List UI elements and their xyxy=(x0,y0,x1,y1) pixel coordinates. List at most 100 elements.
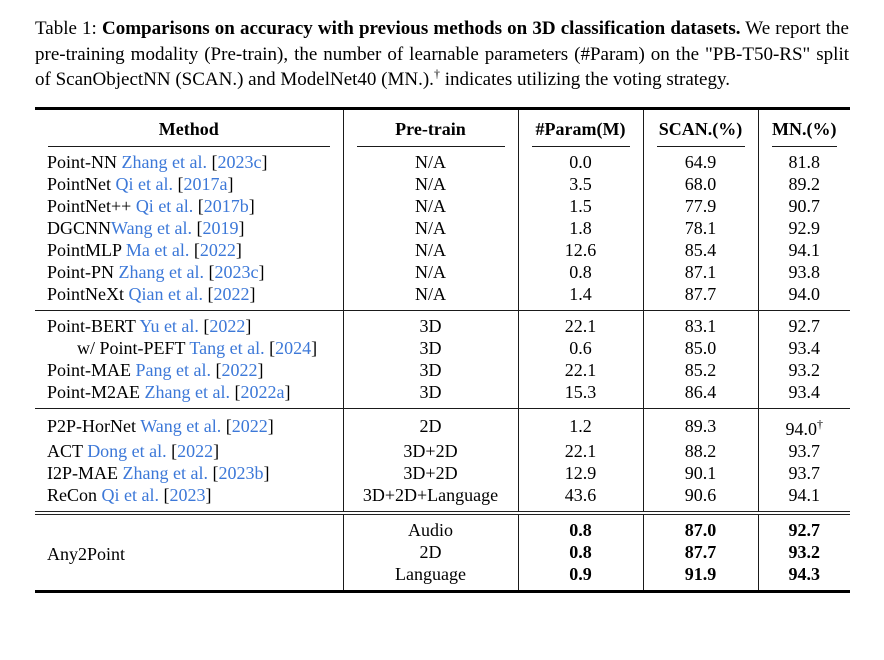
mn-cell: 93.7 xyxy=(757,461,850,484)
param-cell: 0.8 xyxy=(517,540,643,563)
table-row: Point-BERT Yu et al. [2022] 3D 22.1 83.1 92.… xyxy=(35,309,850,337)
method-text: ] xyxy=(227,173,234,194)
pretrain-cell: 3D+2D xyxy=(342,439,518,462)
citation-link[interactable]: Qi et al. xyxy=(101,484,159,505)
scan-cell: 88.2 xyxy=(642,439,758,462)
mn-cell: 93.4 xyxy=(757,336,850,359)
table-caption: Table 1: Comparisons on accuracy with pr… xyxy=(35,16,849,93)
method-text: [ xyxy=(264,337,276,358)
method-text: PointMLP xyxy=(47,239,126,260)
citation-link[interactable]: 2022 xyxy=(209,315,246,336)
method-text: ] xyxy=(258,261,265,282)
method-text: ] xyxy=(213,440,220,461)
scan-cell: 87.7 xyxy=(642,282,758,310)
param-cell: 1.8 xyxy=(517,216,643,239)
method-text: [ xyxy=(198,315,210,336)
citation-link[interactable]: 2022a xyxy=(240,381,285,402)
pretrain-cell: 3D+2D+Language xyxy=(342,483,518,513)
citation-link[interactable]: Zhang et al. xyxy=(118,261,204,282)
param-cell: 1.5 xyxy=(517,194,643,217)
method-text: [ xyxy=(203,283,214,304)
table-row: Point-MAE Pang et al. [2022] 3D 22.1 85.2 93… xyxy=(35,358,850,381)
citation-link[interactable]: Tang et al. xyxy=(189,337,265,358)
method-cell: PointMLP Ma et al. [2022] xyxy=(35,239,343,261)
citation-link[interactable]: 2017b xyxy=(203,195,249,216)
col-header-label: MN.(%) xyxy=(771,110,837,147)
method-cell: w/ Point-PEFT Tang et al. [2024] xyxy=(35,337,343,359)
mn-cell: 93.4 xyxy=(757,380,850,408)
method-cell: P2P-HorNet Wang et al. [2022] xyxy=(35,407,343,440)
citation-link[interactable]: 2022 xyxy=(199,239,236,260)
citation-link[interactable]: Qi et al. xyxy=(135,195,194,216)
citation-link[interactable]: Pang et al. xyxy=(135,359,211,380)
pretrain-cell: 3D+2D xyxy=(342,461,518,484)
method-text: [ xyxy=(193,195,204,216)
pretrain-cell: N/A xyxy=(342,238,518,261)
method-text: PointNet xyxy=(47,173,116,194)
pretrain-cell: N/A xyxy=(342,260,518,283)
method-text: ] xyxy=(284,381,291,402)
pretrain-cell: Language xyxy=(342,562,518,591)
citation-link[interactable]: 2023c xyxy=(214,261,259,282)
citation-link[interactable]: Yu et al. xyxy=(139,315,199,336)
scan-cell: 68.0 xyxy=(642,172,758,195)
mn-cell: 92.7 xyxy=(757,309,850,337)
mn-cell: 93.8 xyxy=(757,260,850,283)
method-text: ACT xyxy=(47,440,88,461)
method-cell: Point-MAE Pang et al. [2022] xyxy=(35,359,343,381)
table-row: P2P-HorNet Wang et al. [2022] 2D 1.2 89.3 94… xyxy=(35,407,850,440)
col-header-label: #Param(M) xyxy=(531,110,630,147)
citation-link[interactable]: 2023c xyxy=(217,151,262,172)
citation-link[interactable]: 2024 xyxy=(275,337,312,358)
citation-link[interactable]: Qian et al. xyxy=(128,283,203,304)
citation-link[interactable]: 2019 xyxy=(202,217,239,238)
method-cell: Point-BERT Yu et al. [2022] xyxy=(35,309,343,337)
pretrain-cell: 3D xyxy=(342,358,518,381)
method-text: ] xyxy=(205,484,212,505)
citation-link[interactable]: Zhang et al. xyxy=(121,151,207,172)
table-row: Language 0.9 91.9 94.3 xyxy=(35,562,850,591)
citation-link[interactable]: 2022 xyxy=(177,440,214,461)
page: Table 1: Comparisons on accuracy with pr… xyxy=(0,16,884,593)
citation-link[interactable]: 2022 xyxy=(221,359,258,380)
method-text: [ xyxy=(204,261,215,282)
table-group: Point-BERT Yu et al. [2022] 3D 22.1 83.1 92.… xyxy=(35,309,850,408)
citation-link[interactable]: 2022 xyxy=(231,416,268,436)
param-cell: 12.9 xyxy=(517,461,643,484)
pretrain-cell: N/A xyxy=(342,216,518,239)
pretrain-cell: 3D xyxy=(342,336,518,359)
citation-link[interactable]: Wang et al. xyxy=(140,416,222,436)
citation-link[interactable]: Zhang et al. xyxy=(122,462,208,483)
method-text: PointNet++ xyxy=(47,195,136,216)
param-cell: 0.8 xyxy=(517,510,643,541)
method-text: [ xyxy=(189,239,200,260)
scan-cell: 87.1 xyxy=(642,260,758,283)
method-text: PointNeXt xyxy=(47,283,129,304)
method-cell: Any2Point xyxy=(35,510,343,591)
citation-link[interactable]: 2023b xyxy=(218,462,264,483)
header-row: Method Pre-train #Param(M) SCAN.(%) MN.(… xyxy=(35,108,850,147)
citation-link[interactable]: Zhang et al. xyxy=(144,381,230,402)
mn-cell: 93.7 xyxy=(757,439,850,462)
method-text: w/ Point-PEFT xyxy=(77,337,190,358)
scan-cell: 85.0 xyxy=(642,336,758,359)
citation-link[interactable]: Qi et al. xyxy=(115,173,173,194)
param-cell: 1.2 xyxy=(517,407,643,440)
method-cell: Point-PN Zhang et al. [2023c] xyxy=(35,261,343,283)
method-cell: DGCNNWang et al. [2019] xyxy=(35,217,343,239)
caption-body-end: indicates utilizing the voting strategy. xyxy=(439,69,730,90)
method-text: ] xyxy=(238,217,245,238)
mn-cell: 93.2 xyxy=(757,540,850,563)
mn-cell: 90.7 xyxy=(757,194,850,217)
method-text: ] xyxy=(235,239,242,260)
citation-link[interactable]: 2022 xyxy=(213,283,250,304)
citation-link[interactable]: 2023 xyxy=(169,484,206,505)
citation-link[interactable]: Wang et al. xyxy=(111,217,193,238)
citation-link[interactable]: Dong et al. xyxy=(87,440,167,461)
table-row: Point-NN Zhang et al. [2023c] N/A 0.0 64.9 8… xyxy=(35,146,850,173)
citation-link[interactable]: Ma et al. xyxy=(125,239,190,260)
scan-cell: 87.7 xyxy=(642,540,758,563)
method-text: Point-NN xyxy=(47,151,122,172)
citation-link[interactable]: 2017a xyxy=(183,173,228,194)
param-cell: 22.1 xyxy=(517,358,643,381)
